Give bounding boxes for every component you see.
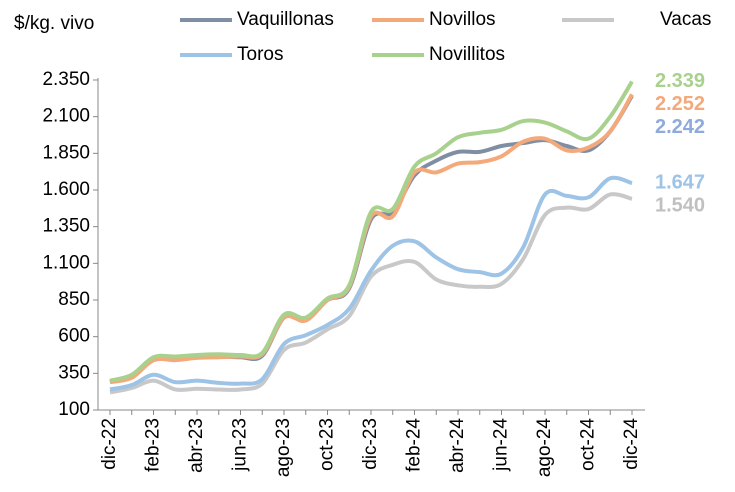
x-tick-label: dic-22 [99,418,120,470]
y-axis-title: $/kg. vivo [14,13,94,34]
end-value-label: 1.540 [655,194,705,216]
y-tick-label: 100 [58,399,90,420]
y-tick-label: 1.350 [42,216,90,237]
x-tick-label: jun-24 [491,418,512,472]
x-tick-label: dic-24 [621,418,642,470]
x-tick-label: ago-23 [273,418,294,477]
legend-label: Toros [237,44,283,65]
y-tick-label: 2.100 [42,106,90,127]
x-tick-label: oct-24 [578,418,599,471]
x-tick-label: abr-24 [447,418,468,473]
legend-label: Vacas [660,9,711,30]
legend-label: Novillos [429,9,496,30]
x-tick-label: feb-24 [404,418,425,472]
series-line [109,93,634,385]
end-value-label: 1.647 [655,171,705,193]
end-value-label: 2.339 [655,70,705,92]
y-tick-label: 2.350 [42,69,90,90]
y-tick-label: 850 [58,289,90,310]
x-tick-label: abr-23 [186,418,207,473]
series-line [109,175,633,392]
end-value-label: 2.252 [655,93,705,115]
y-tick-label: 1.850 [42,142,90,163]
y-tick-label: 1.600 [42,179,90,200]
x-tick-label: jun-23 [230,418,251,472]
series-line [109,80,634,383]
x-tick-label: ago-24 [534,418,555,478]
series-line [109,192,633,395]
series-line [109,94,634,385]
legend-label: Novillitos [429,44,505,65]
y-tick-label: 350 [58,362,90,383]
legend-label: Vaquillonas [237,9,334,30]
x-tick-label: oct-23 [317,418,338,471]
end-value-label: 2.242 [655,116,705,138]
x-tick-label: feb-23 [143,418,164,472]
y-tick-label: 1.100 [42,252,90,273]
y-tick-label: 600 [58,326,90,347]
x-tick-label: dic-23 [360,418,381,470]
